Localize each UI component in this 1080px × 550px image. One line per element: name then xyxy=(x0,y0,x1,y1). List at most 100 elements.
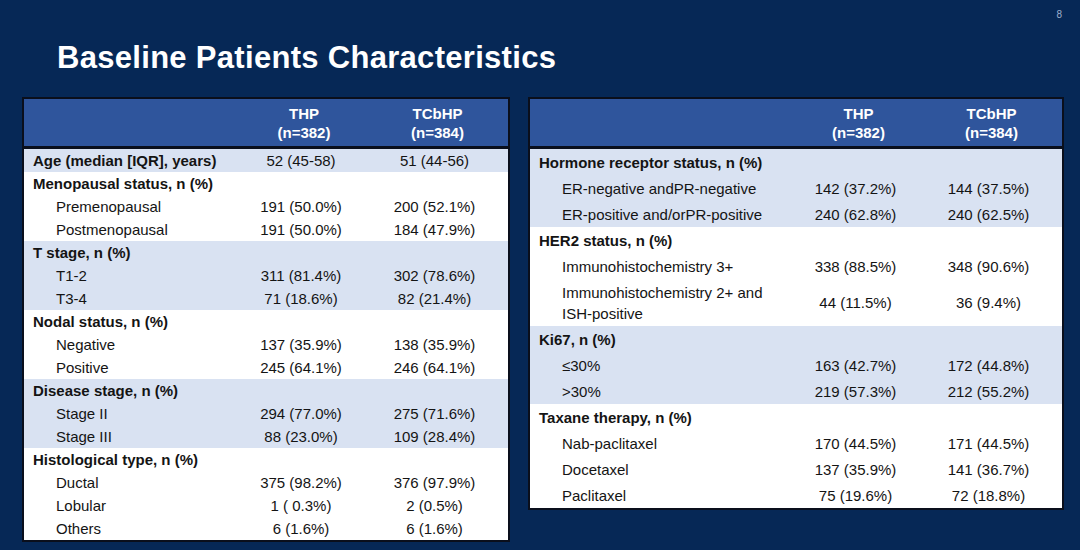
left-table-body: Age (median [IQR], years)52 (45-58)51 (4… xyxy=(23,148,509,542)
table-row: Others6 (1.6%)6 (1.6%) xyxy=(23,517,509,541)
page-title: Baseline Patients Characteristics xyxy=(57,40,556,76)
table-row: Ductal375 (98.2%)376 (97.9%) xyxy=(23,471,509,494)
header-tcbhp: TCbHP (n=384) xyxy=(921,98,1063,148)
tcbhp-value: 144 (37.5%) xyxy=(921,175,1063,201)
tcbhp-value: 171 (44.5%) xyxy=(921,430,1063,456)
thp-value: 6 (1.6%) xyxy=(241,517,367,541)
tcbhp-value xyxy=(367,241,509,264)
tcbhp-value xyxy=(367,379,509,402)
tcbhp-value: 2 (0.5%) xyxy=(367,494,509,517)
thp-value: 142 (37.2%) xyxy=(796,175,921,201)
thp-value: 311 (81.4%) xyxy=(241,264,367,287)
table-row: Taxane therapy, n (%) xyxy=(529,404,1063,430)
thp-value xyxy=(241,379,367,402)
thp-value: 245 (64.1%) xyxy=(241,356,367,379)
row-label: Ductal xyxy=(23,471,241,494)
thp-value xyxy=(796,326,921,352)
row-label: Immunohistochemistry 2+ and ISH-positive xyxy=(529,279,796,326)
row-label: ≤30% xyxy=(529,352,796,378)
table-row: Hormone receptor status, n (%) xyxy=(529,148,1063,176)
left-table-header: THP (n=382) TCbHP (n=384) xyxy=(23,98,509,148)
table-row: ER-negative andPR-negative142 (37.2%)144… xyxy=(529,175,1063,201)
table-row: Lobular1 ( 0.3%)2 (0.5%) xyxy=(23,494,509,517)
thp-value: 170 (44.5%) xyxy=(796,430,921,456)
row-label: Ki67, n (%) xyxy=(529,326,796,352)
row-label: T stage, n (%) xyxy=(23,241,241,264)
thp-value: 163 (42.7%) xyxy=(796,352,921,378)
row-label: Docetaxel xyxy=(529,456,796,482)
table-row: T1-2311 (81.4%)302 (78.6%) xyxy=(23,264,509,287)
header-thp-name: THP xyxy=(844,105,874,122)
tcbhp-value xyxy=(367,172,509,195)
table-row: T stage, n (%) xyxy=(23,241,509,264)
tcbhp-value: 138 (35.9%) xyxy=(367,333,509,356)
row-label: Nab-paclitaxel xyxy=(529,430,796,456)
header-tcbhp-n: (n=384) xyxy=(411,124,464,141)
header-thp: THP (n=382) xyxy=(241,98,367,148)
row-label: Nodal status, n (%) xyxy=(23,310,241,333)
row-label: T3-4 xyxy=(23,287,241,310)
table-row: Age (median [IQR], years)52 (45-58)51 (4… xyxy=(23,148,509,173)
baseline-characteristics-table-left: THP (n=382) TCbHP (n=384) Age (median [I… xyxy=(22,97,510,542)
tcbhp-value: 184 (47.9%) xyxy=(367,218,509,241)
row-label: Taxane therapy, n (%) xyxy=(529,404,796,430)
row-label: Negative xyxy=(23,333,241,356)
row-label: Stage III xyxy=(23,425,241,448)
header-row: THP (n=382) TCbHP (n=384) xyxy=(23,98,509,148)
thp-value: 219 (57.3%) xyxy=(796,378,921,404)
table-row: ≤30%163 (42.7%)172 (44.8%) xyxy=(529,352,1063,378)
row-label: Age (median [IQR], years) xyxy=(23,148,241,173)
tcbhp-value: 141 (36.7%) xyxy=(921,456,1063,482)
tcbhp-value: 376 (97.9%) xyxy=(367,471,509,494)
header-tcbhp-name: TCbHP xyxy=(967,105,1017,122)
row-label: Immunohistochemistry 3+ xyxy=(529,253,796,279)
table-row: T3-471 (18.6%)82 (21.4%) xyxy=(23,287,509,310)
thp-value: 44 (11.5%) xyxy=(796,279,921,326)
header-thp-name: THP xyxy=(289,105,319,122)
tcbhp-value: 302 (78.6%) xyxy=(367,264,509,287)
tcbhp-value: 212 (55.2%) xyxy=(921,378,1063,404)
table-row: ER-positive and/orPR-positive240 (62.8%)… xyxy=(529,201,1063,227)
thp-value: 375 (98.2%) xyxy=(241,471,367,494)
table-row: Menopausal status, n (%) xyxy=(23,172,509,195)
right-table-header: THP (n=382) TCbHP (n=384) xyxy=(529,98,1063,148)
table-row: Nab-paclitaxel170 (44.5%)171 (44.5%) xyxy=(529,430,1063,456)
row-label: Postmenopausal xyxy=(23,218,241,241)
thp-value: 71 (18.6%) xyxy=(241,287,367,310)
tcbhp-value: 36 (9.4%) xyxy=(921,279,1063,326)
tcbhp-value: 240 (62.5%) xyxy=(921,201,1063,227)
header-thp-n: (n=382) xyxy=(832,124,885,141)
header-thp: THP (n=382) xyxy=(796,98,921,148)
tcbhp-value: 275 (71.6%) xyxy=(367,402,509,425)
thp-value: 338 (88.5%) xyxy=(796,253,921,279)
thp-value: 137 (35.9%) xyxy=(796,456,921,482)
tcbhp-value: 172 (44.8%) xyxy=(921,352,1063,378)
table-row: Ki67, n (%) xyxy=(529,326,1063,352)
row-label: Disease stage, n (%) xyxy=(23,379,241,402)
page-number: 8 xyxy=(1056,9,1062,20)
row-label: Premenopausal xyxy=(23,195,241,218)
thp-value: 88 (23.0%) xyxy=(241,425,367,448)
table-row: >30%219 (57.3%)212 (55.2%) xyxy=(529,378,1063,404)
tcbhp-value: 200 (52.1%) xyxy=(367,195,509,218)
tcbhp-value: 82 (21.4%) xyxy=(367,287,509,310)
header-row: THP (n=382) TCbHP (n=384) xyxy=(529,98,1063,148)
tcbhp-value xyxy=(921,404,1063,430)
thp-value: 52 (45-58) xyxy=(241,148,367,173)
header-spacer xyxy=(529,98,796,148)
tcbhp-value xyxy=(367,310,509,333)
table-row: Paclitaxel75 (19.6%)72 (18.8%) xyxy=(529,482,1063,509)
thp-value xyxy=(241,448,367,471)
row-label: Lobular xyxy=(23,494,241,517)
row-label: Hormone receptor status, n (%) xyxy=(529,148,796,176)
thp-value: 137 (35.9%) xyxy=(241,333,367,356)
row-label: Menopausal status, n (%) xyxy=(23,172,241,195)
table-row: Disease stage, n (%) xyxy=(23,379,509,402)
thp-value: 191 (50.0%) xyxy=(241,195,367,218)
baseline-characteristics-table-right: THP (n=382) TCbHP (n=384) Hormone recept… xyxy=(528,97,1064,510)
header-tcbhp-name: TCbHP xyxy=(413,105,463,122)
table-row: Docetaxel137 (35.9%)141 (36.7%) xyxy=(529,456,1063,482)
row-label: T1-2 xyxy=(23,264,241,287)
thp-value xyxy=(241,172,367,195)
row-label: >30% xyxy=(529,378,796,404)
